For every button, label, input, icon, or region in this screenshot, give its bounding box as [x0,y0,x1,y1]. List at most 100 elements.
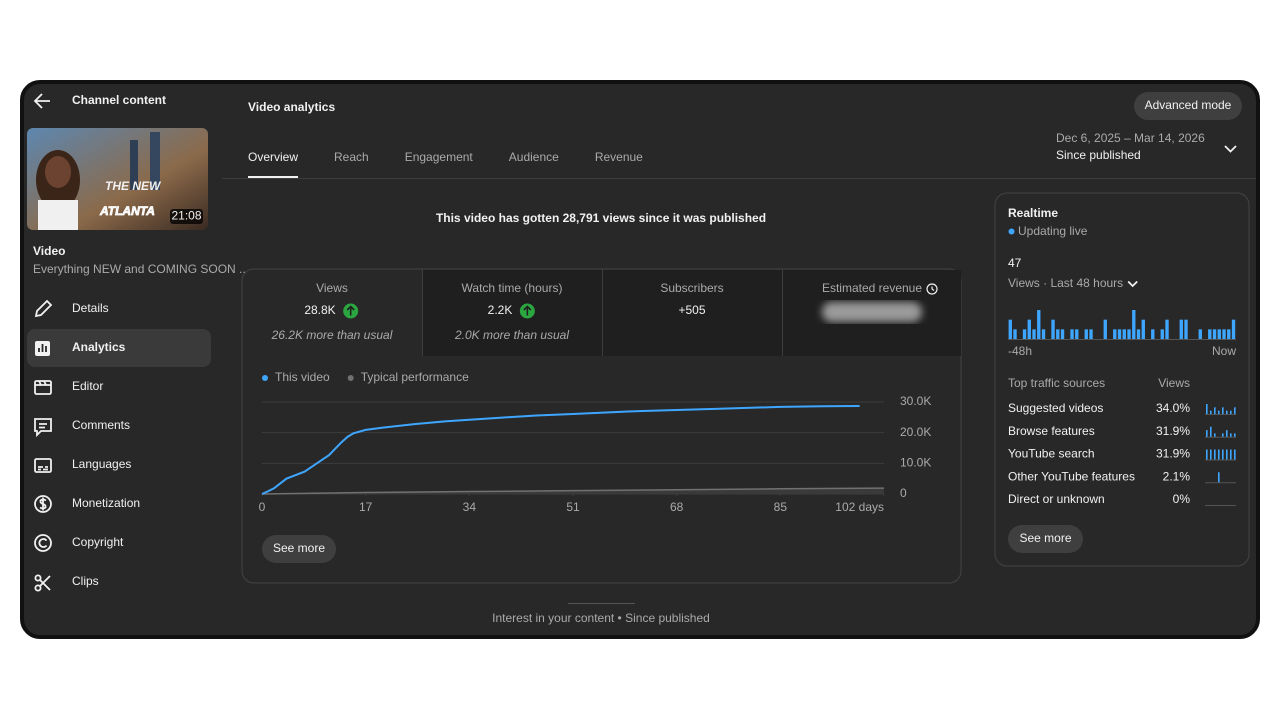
spark-bar [1226,410,1228,414]
date-chevron[interactable] [1224,145,1237,153]
tab[interactable]: Revenue [595,150,643,164]
spark-bar [1218,472,1220,483]
traffic-share: 34.0% [1156,401,1190,415]
spark-bar [1218,410,1220,414]
realtime-see-more-label[interactable]: See more [1019,531,1071,545]
tab[interactable]: Overview [248,150,298,164]
metric-label[interactable]: Views [316,281,348,295]
spark-bar [1234,433,1236,437]
x-tick-label: 68 [670,500,684,514]
nav-item[interactable]: Editor [72,379,103,393]
y-tick-label: 0 [900,486,907,500]
realtime-bar [1008,319,1012,339]
traffic-source: YouTube search [1008,447,1095,461]
table-header: Top traffic sources [1008,376,1105,390]
realtime-bar [1027,319,1031,339]
realtime-start-label: -48h [1008,344,1032,358]
spark-bar [1222,449,1224,460]
thumbnail[interactable]: THE NEW ATLANTA 21:08 [27,128,208,230]
duration: 21:08 [171,209,201,223]
nav-item[interactable]: Languages [72,457,131,471]
legend-label[interactable]: This video [275,370,330,384]
back-arrow[interactable] [33,93,50,109]
traffic-share: 31.9% [1156,447,1190,461]
metric-tile [602,270,782,356]
nav-item[interactable]: Copyright [72,535,124,549]
metric-note: 2.0K more than usual [454,328,569,342]
see-more-button[interactable] [262,535,336,563]
realtime-card [994,192,1250,567]
series-line [261,487,885,495]
realtime-bar [1231,319,1236,339]
traffic-sources: Top traffic sources Views Suggested videos… [1008,376,1236,506]
thumbnail-text: THE NEW [105,179,162,193]
date-range[interactable]: Dec 6, 2025 – Mar 14, 2026 [1056,131,1205,145]
realtime-bar [1151,329,1155,339]
nav-item[interactable]: Details [72,301,109,315]
trend-up-arrow [346,305,355,316]
spark-bar [1230,410,1232,414]
live-dot [1008,228,1015,235]
realtime-bar [1117,329,1122,339]
realtime-bar [1089,329,1093,339]
realtime-see-more-button[interactable] [1008,525,1083,553]
realtime-bar [1103,319,1107,339]
advanced-mode-button[interactable] [1134,92,1242,120]
spark-bar [1222,433,1224,437]
realtime-bar [1113,329,1117,339]
tab[interactable]: Reach [334,150,369,164]
spark-bar [1214,433,1216,437]
spark-bar [1206,430,1208,437]
headline: This video has gotten 28,791 views since… [436,211,766,225]
metric-value[interactable]: 28.8K [304,303,335,317]
metric-label[interactable]: Watch time (hours) [462,281,563,295]
period-chevron[interactable] [1127,280,1138,288]
realtime-period[interactable]: Views · Last 48 hours [1008,276,1123,290]
realtime-bar [1222,329,1226,339]
realtime-end-label: Now [1212,344,1236,358]
tab[interactable]: Engagement [405,150,474,164]
metric-value[interactable]: +505 [678,303,705,317]
table-header: Views [1158,376,1190,390]
realtime-bar [1132,310,1136,339]
metric-label[interactable]: Subscribers [660,281,723,295]
realtime-bar [1165,319,1169,339]
spark-bar [1210,426,1212,437]
realtime-bar [1141,319,1145,339]
nav-item[interactable]: Monetization [72,496,140,510]
realtime-bar [1227,329,1231,339]
nav-selected[interactable] [27,329,211,367]
spark-bar [1222,407,1224,414]
realtime-title: Realtime [1008,206,1058,220]
nav-item[interactable]: Analytics [72,340,126,354]
traffic-share: 2.1% [1163,469,1191,483]
nav-item[interactable]: Comments [72,418,130,432]
date-range-label[interactable]: Since published [1056,148,1141,162]
tab[interactable]: Audience [509,150,559,164]
traffic-source: Direct or unknown [1008,492,1105,506]
advanced-mode-label[interactable]: Advanced mode [1145,98,1232,112]
metric-label[interactable]: Estimated revenue [822,281,922,295]
spark-bar [1214,449,1216,460]
x-tick-label: 34 [463,500,477,514]
realtime-bar [1122,329,1126,339]
page-title: Video analytics [248,100,335,114]
metric-value[interactable]: 2.2K [488,303,513,317]
legend-label[interactable]: Typical performance [361,370,469,384]
realtime-count: 47 [1008,256,1022,270]
trend-up-arrow [523,305,532,316]
nav-item[interactable]: Clips [72,574,99,588]
spark-bar [1218,449,1220,460]
realtime-bar [1037,310,1041,339]
see-more-label[interactable]: See more [273,541,325,555]
realtime-bar [1198,329,1202,339]
traffic-source: Other YouTube features [1008,469,1135,483]
realtime-bar [1179,319,1183,339]
y-tick-label: 20.0K [900,425,931,439]
realtime-bar [1184,319,1188,339]
back-label[interactable]: Channel content [72,93,166,107]
metric-note: 26.2K more than usual [271,328,393,342]
realtime-bar [1075,329,1079,339]
y-tick-label: 30.0K [900,394,931,408]
